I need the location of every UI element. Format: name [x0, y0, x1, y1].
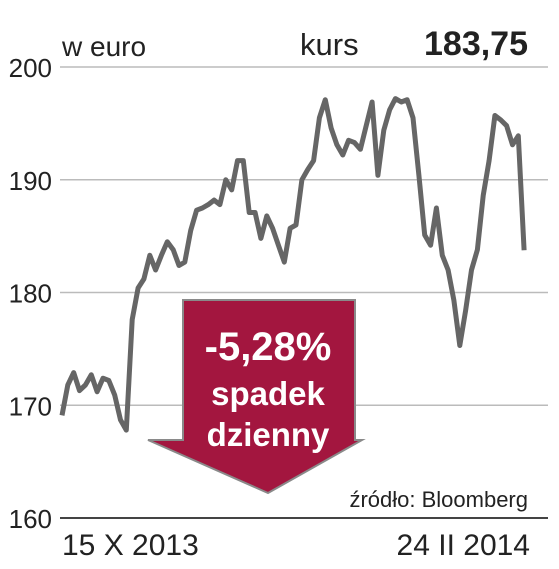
source: źródło: Bloomberg [349, 487, 528, 512]
x-tick-label: 15 X 2013 [62, 529, 199, 562]
line-series [59, 96, 527, 433]
current-label: kurs [300, 27, 359, 62]
current-value: 183,75 [424, 25, 528, 63]
y-tick-label: 200 [9, 53, 52, 83]
chart-title: w euro [61, 31, 146, 62]
change-text: spadek [211, 375, 325, 412]
change-label: -5,28% [205, 325, 332, 369]
y-tick-label: 180 [9, 279, 52, 309]
y-tick-label: 160 [9, 504, 52, 534]
y-tick-label: 190 [9, 166, 52, 196]
plot-area: 160 170 180 190 200 15 X 2013 24 II 2014 [9, 53, 548, 562]
change-badge [147, 299, 366, 495]
y-tick-label: 170 [9, 391, 52, 421]
change-text: dzienny [207, 416, 330, 453]
x-tick-label: 24 II 2014 [397, 529, 530, 562]
